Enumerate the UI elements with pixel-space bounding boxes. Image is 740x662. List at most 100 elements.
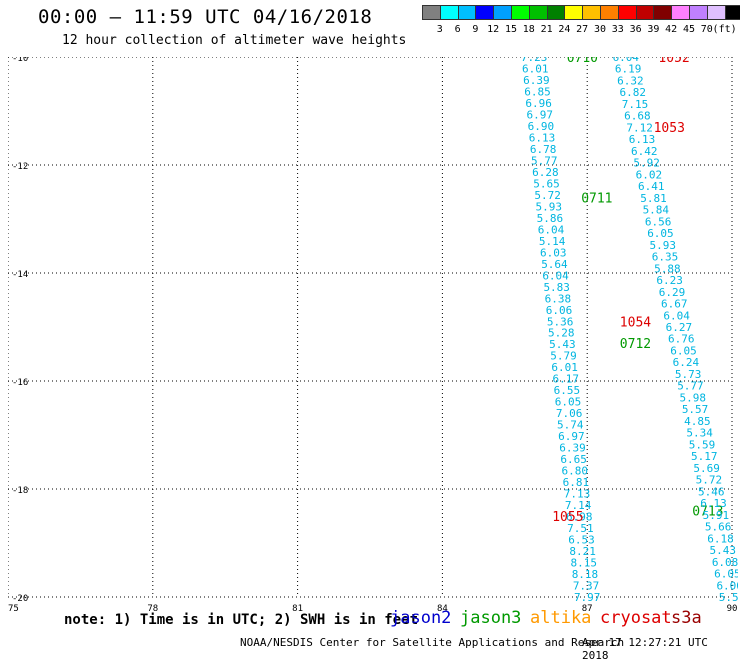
y-tick-label: -14: [12, 270, 28, 280]
wave-height-label: 6.17: [552, 373, 579, 386]
wave-height-label: 6.80: [562, 465, 589, 478]
wave-height-label: 5.93: [649, 239, 676, 252]
wave-height-label: 6.18: [707, 532, 734, 545]
wave-height-label: 5.74: [557, 419, 584, 432]
color-swatch: [457, 5, 477, 20]
legend-item-s3a: s3a: [671, 608, 702, 628]
x-tick-label: 84: [437, 604, 448, 612]
color-scale-label: 6: [454, 24, 461, 35]
color-swatch: [689, 5, 708, 20]
y-tick-label: -20: [12, 594, 28, 604]
wave-height-label: 6.55: [554, 384, 581, 397]
wave-height-label: 6.24: [673, 356, 700, 369]
wave-height-label: 6.65: [560, 453, 587, 466]
wave-height-label: 6.05: [714, 568, 738, 581]
wave-height-label: 5.73: [675, 368, 702, 381]
wave-height-label: 6.05: [555, 396, 582, 409]
wave-height-label: 6.56: [645, 215, 672, 228]
x-tick-label: 75: [8, 604, 19, 612]
color-swatch: [653, 5, 673, 20]
color-swatch: [439, 5, 459, 20]
wave-height-label: 6.76: [668, 333, 695, 346]
wave-height-label: 5.64: [541, 258, 568, 271]
wave-height-label: 7.51: [567, 522, 594, 535]
wave-height-label: 7.14: [565, 499, 592, 512]
wave-height-label: 6.42: [631, 145, 658, 158]
color-swatch: [493, 5, 512, 20]
wave-height-label: 7.97: [574, 591, 601, 604]
color-swatch: [582, 5, 601, 20]
footer-credit: NOAA/NESDIS Center for Satellite Applica…: [240, 636, 625, 649]
wave-height-label: 6.04: [663, 309, 690, 322]
pass-label: 1055: [552, 510, 583, 525]
wave-height-label: 6.05: [670, 344, 697, 357]
wave-height-label: 6.82: [619, 86, 646, 99]
wave-height-label: 6.00: [716, 579, 738, 592]
color-swatch: [635, 5, 655, 20]
wave-height-label: 6.13: [700, 497, 727, 510]
chart-title: 00:00 – 11:59 UTC 04/16/2018: [38, 6, 373, 28]
y-tick-label: -10: [12, 57, 28, 64]
wave-height-label: 5.57: [719, 591, 738, 604]
wave-height-label: 5.77: [531, 154, 558, 167]
color-swatch: [511, 5, 530, 20]
wave-height-label: 6.35: [652, 251, 679, 264]
wave-height-label: 6.81: [563, 476, 590, 489]
wave-height-label: 6.13: [529, 131, 556, 144]
y-tick-label: -18: [12, 486, 28, 496]
wave-height-label: 7.23: [521, 57, 548, 64]
wave-height-label: 5.43: [710, 544, 737, 557]
color-scale-label: 18: [522, 24, 535, 35]
color-swatch: [724, 5, 740, 20]
wave-height-label: 6.38: [545, 292, 572, 305]
x-tick-label: 87: [582, 604, 593, 612]
wave-height-label: 5.77: [677, 380, 704, 393]
legend-item-cryosat: cryosat: [600, 608, 672, 628]
wave-height-label: 6.98: [566, 511, 593, 524]
color-scale-label: 36: [629, 24, 642, 35]
wave-height-label: 7.13: [564, 488, 591, 501]
color-scale-label: 3: [436, 24, 443, 35]
wave-height-label: 6.05: [647, 227, 674, 240]
color-scale-label: 33: [611, 24, 624, 35]
wave-height-label: 6.32: [617, 74, 644, 87]
wave-height-label: 6.78: [530, 143, 557, 156]
wave-height-label: 5.79: [550, 350, 577, 363]
color-scale-label: 12: [487, 24, 500, 35]
wave-height-label: 5.17: [691, 450, 718, 463]
wave-height-label: 6.68: [624, 110, 651, 123]
color-swatch: [706, 5, 726, 20]
wave-height-label: 6.85: [524, 85, 551, 98]
chart-subtitle: 12 hour collection of altimeter wave hei…: [62, 33, 407, 48]
wave-height-label: 5.66: [705, 521, 732, 534]
wave-height-label: 6.97: [558, 430, 585, 443]
wave-height-label: 6.27: [666, 321, 693, 334]
pass-label: 1053: [654, 121, 685, 136]
color-swatch: [617, 5, 637, 20]
wave-height-label: 5.65: [533, 177, 560, 190]
wave-height-label: 6.01: [522, 62, 549, 75]
color-scale-label: 15: [504, 24, 518, 35]
wave-height-label: 5.14: [539, 235, 566, 248]
wave-height-label: 6.04: [538, 223, 565, 236]
wave-height-label: 6.23: [656, 274, 683, 287]
wave-height-label: 6.01: [551, 361, 578, 374]
color-scale-label: 70: [700, 24, 713, 35]
footer-timestamp: Apr 17 12:27:21 UTC 2018: [582, 636, 708, 662]
color-swatch: [546, 5, 566, 20]
color-scale-label: 9: [472, 24, 479, 35]
wave-height-label: 5.46: [698, 485, 725, 498]
wave-height-label: 6.67: [661, 298, 688, 311]
wave-height-label: 8.18: [572, 568, 599, 581]
x-tick-label: 78: [147, 604, 158, 612]
color-scale-label: 21: [540, 24, 553, 35]
wave-height-label: 6.03: [540, 246, 567, 259]
wave-height-label: 6.28: [532, 166, 559, 179]
color-swatch: [600, 5, 619, 20]
wave-height-label: 6.13: [629, 133, 656, 146]
wave-height-label: 8.21: [569, 545, 596, 558]
pass-label: 0711: [581, 191, 612, 206]
color-swatch: [422, 5, 441, 20]
x-tick-label: 81: [292, 604, 303, 612]
wave-height-label: 6.39: [559, 442, 586, 455]
